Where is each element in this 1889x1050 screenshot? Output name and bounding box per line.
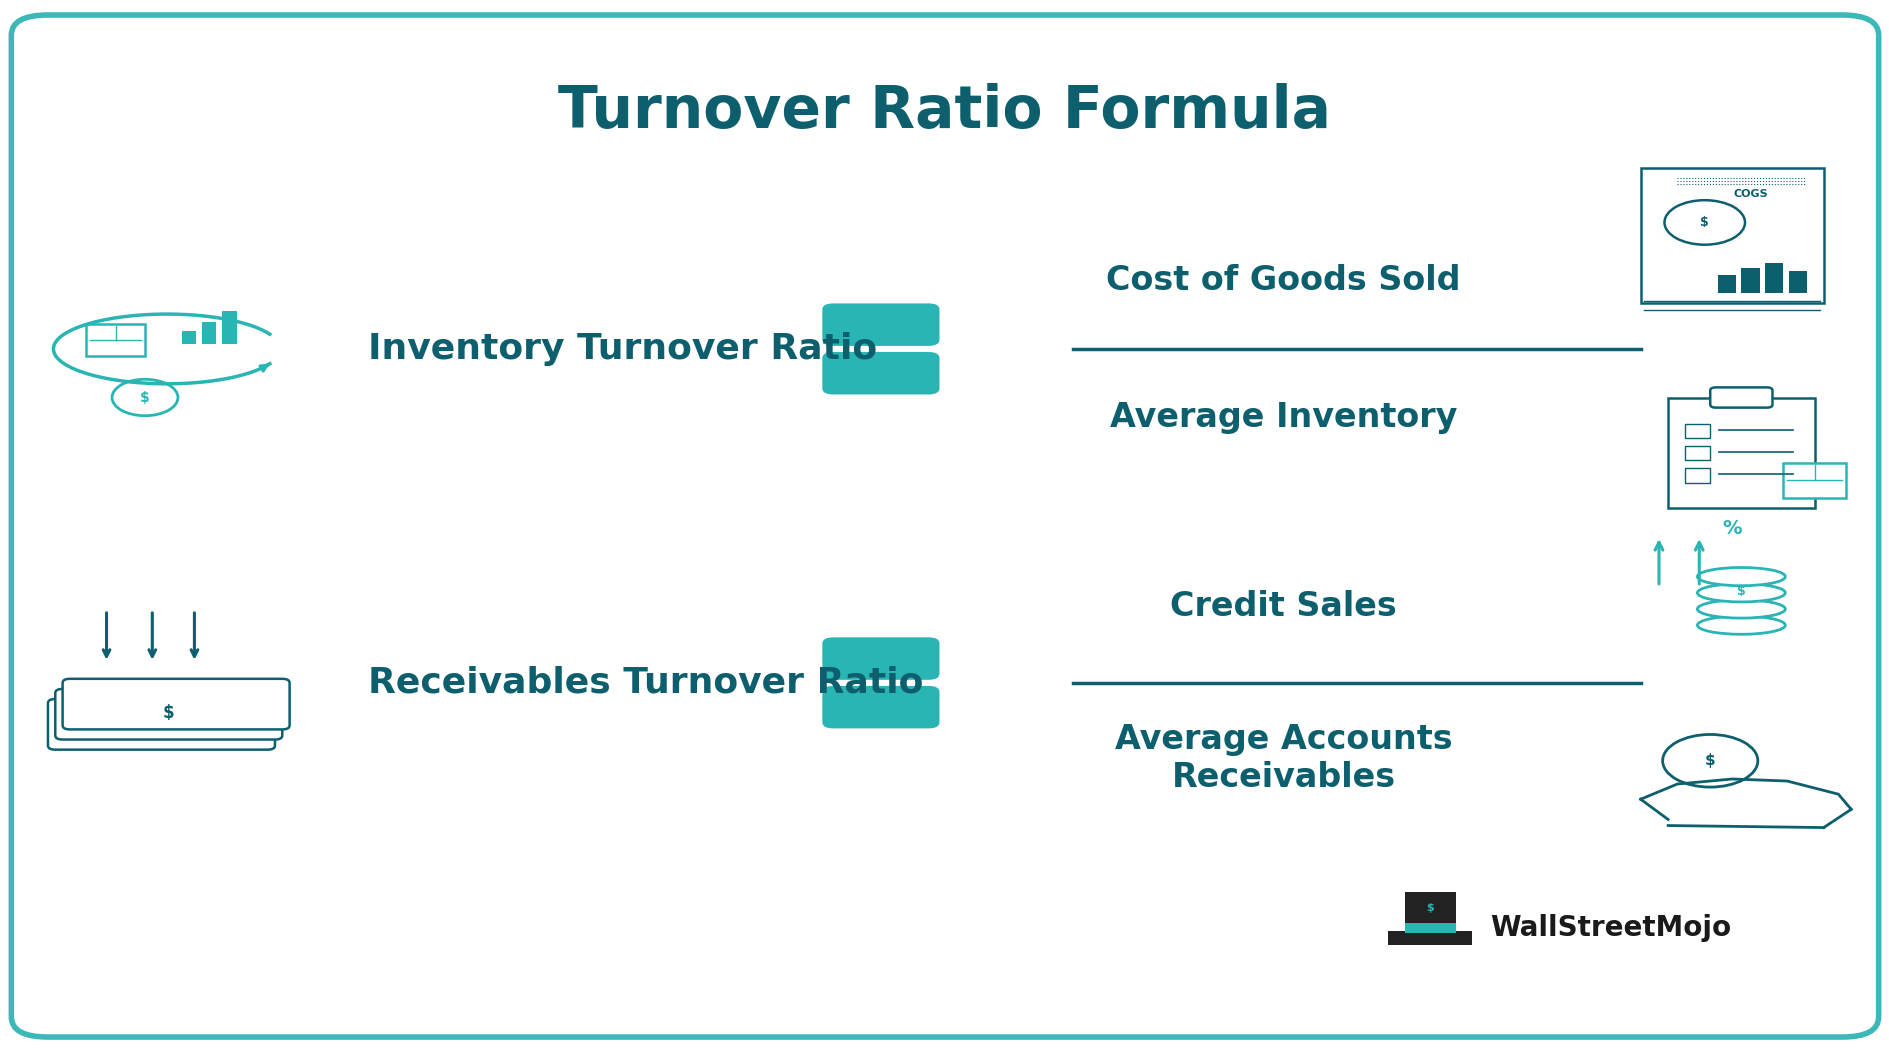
Text: Turnover Ratio Formula: Turnover Ratio Formula bbox=[559, 83, 1330, 140]
Bar bbox=[1789, 271, 1806, 293]
FancyBboxPatch shape bbox=[1683, 468, 1710, 483]
Circle shape bbox=[1664, 201, 1744, 245]
Text: Credit Sales: Credit Sales bbox=[1169, 590, 1396, 624]
FancyBboxPatch shape bbox=[1683, 424, 1710, 438]
Bar bbox=[221, 312, 236, 343]
Bar bbox=[1740, 268, 1759, 293]
Text: Cost of Goods Sold: Cost of Goods Sold bbox=[1105, 264, 1460, 296]
Ellipse shape bbox=[1696, 600, 1785, 618]
Ellipse shape bbox=[1696, 584, 1785, 602]
Text: %: % bbox=[1721, 519, 1742, 538]
FancyBboxPatch shape bbox=[1404, 923, 1455, 932]
Text: COGS: COGS bbox=[1732, 189, 1766, 200]
FancyBboxPatch shape bbox=[822, 686, 939, 729]
Text: Receivables Turnover Ratio: Receivables Turnover Ratio bbox=[368, 666, 924, 700]
Bar bbox=[1764, 262, 1783, 293]
Text: Average Inventory: Average Inventory bbox=[1109, 401, 1456, 435]
FancyBboxPatch shape bbox=[1683, 446, 1710, 460]
Text: $: $ bbox=[1704, 753, 1715, 769]
FancyBboxPatch shape bbox=[1668, 398, 1813, 508]
Text: $: $ bbox=[1700, 216, 1708, 229]
Text: Average Accounts
Receivables: Average Accounts Receivables bbox=[1115, 723, 1453, 795]
FancyBboxPatch shape bbox=[11, 15, 1878, 1037]
Text: WallStreetMojo: WallStreetMojo bbox=[1490, 914, 1730, 942]
Bar bbox=[202, 321, 215, 343]
Text: $: $ bbox=[162, 705, 174, 722]
FancyBboxPatch shape bbox=[1640, 168, 1823, 303]
Ellipse shape bbox=[1696, 616, 1785, 634]
Ellipse shape bbox=[1696, 567, 1785, 586]
Text: $: $ bbox=[140, 391, 149, 404]
FancyBboxPatch shape bbox=[47, 699, 274, 750]
FancyBboxPatch shape bbox=[822, 352, 939, 395]
Text: Inventory Turnover Ratio: Inventory Turnover Ratio bbox=[368, 332, 876, 366]
FancyBboxPatch shape bbox=[62, 678, 289, 730]
FancyBboxPatch shape bbox=[1404, 892, 1455, 932]
Circle shape bbox=[111, 379, 178, 416]
Bar bbox=[181, 331, 196, 343]
Text: $: $ bbox=[1426, 903, 1434, 912]
Circle shape bbox=[1662, 734, 1757, 788]
FancyBboxPatch shape bbox=[822, 303, 939, 345]
FancyBboxPatch shape bbox=[87, 323, 145, 356]
Text: $: $ bbox=[1736, 585, 1745, 598]
FancyBboxPatch shape bbox=[1710, 387, 1772, 407]
Bar bbox=[1717, 275, 1734, 293]
FancyBboxPatch shape bbox=[1387, 930, 1472, 945]
FancyBboxPatch shape bbox=[822, 637, 939, 679]
FancyBboxPatch shape bbox=[55, 689, 281, 739]
FancyBboxPatch shape bbox=[1783, 463, 1846, 498]
